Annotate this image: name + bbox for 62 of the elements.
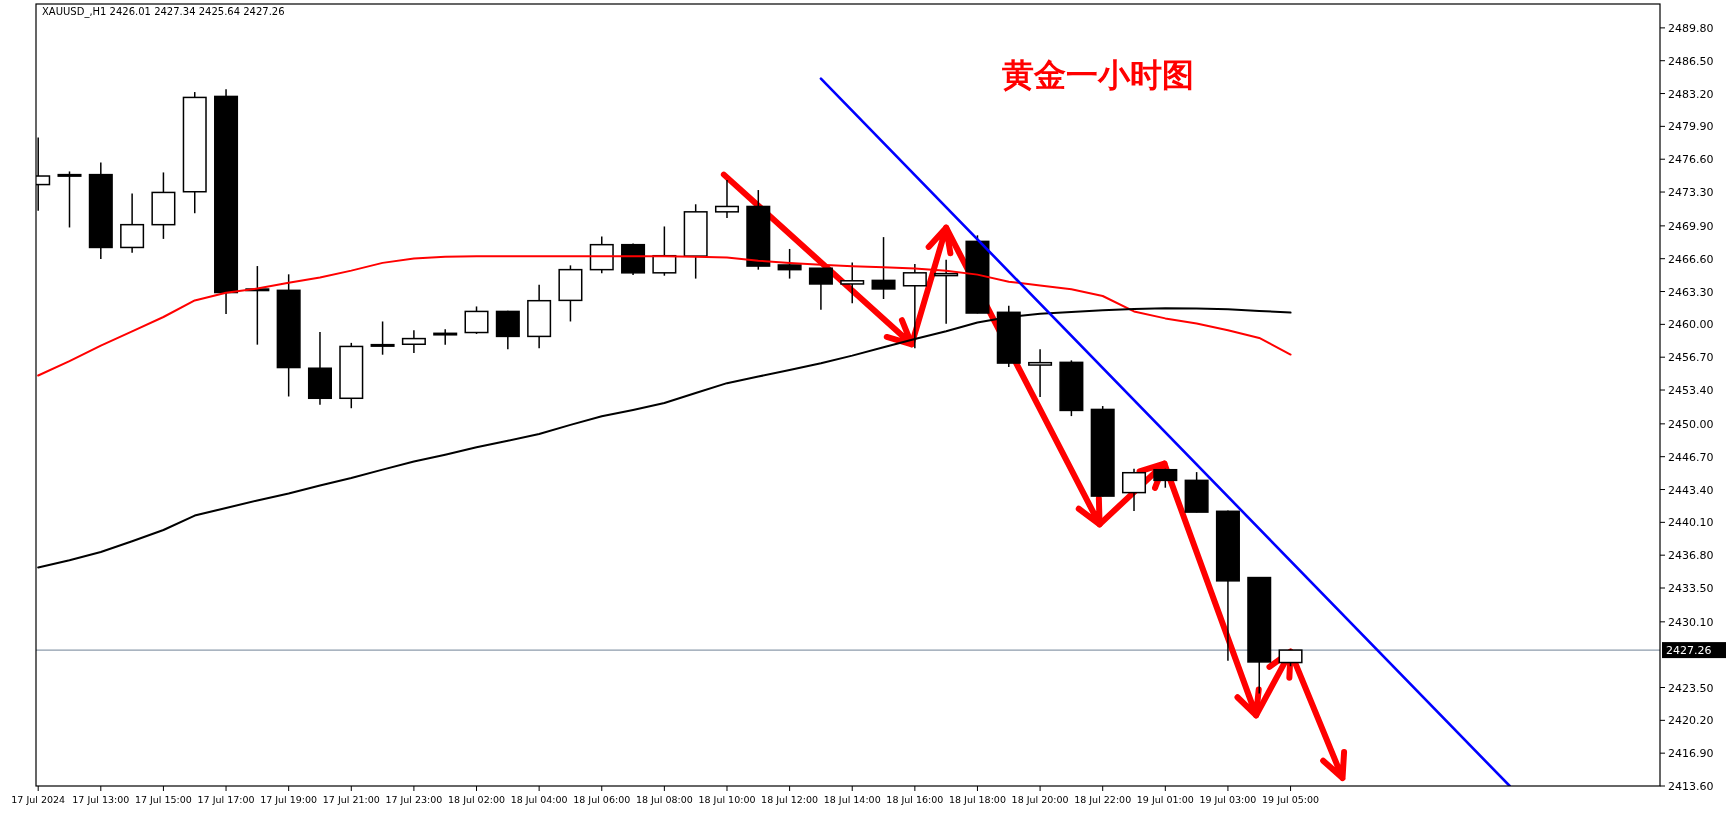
text: 黄金一小时图 bbox=[1002, 56, 1194, 94]
y-tick-label: 2420.20 bbox=[1668, 714, 1714, 728]
candlestick bbox=[370, 320, 395, 356]
x-tick-label: 18 Jul 12:00 bbox=[761, 794, 819, 805]
y-tick-label: 2463.30 bbox=[1668, 285, 1714, 299]
y-tick-label: 2413.60 bbox=[1668, 780, 1714, 793]
x-tick-label: 18 Jul 08:00 bbox=[635, 794, 693, 805]
candlestick bbox=[871, 236, 896, 300]
y-tick-label: 2416.90 bbox=[1668, 747, 1714, 761]
candlestick bbox=[1121, 467, 1147, 512]
y-tick-label: 2433.50 bbox=[1668, 582, 1714, 596]
x-tick-label: 19 Jul 01:00 bbox=[1136, 794, 1194, 805]
candlestick bbox=[1028, 348, 1053, 398]
x-tick-label: 17 Jul 15:00 bbox=[134, 794, 192, 805]
y-tick-label: 2436.80 bbox=[1668, 549, 1714, 563]
x-tick-label: 18 Jul 14:00 bbox=[823, 794, 881, 805]
x-tick-label: 19 Jul 03:00 bbox=[1199, 794, 1257, 805]
x-tick-label: 17 Jul 13:00 bbox=[72, 794, 130, 805]
x-tick-label: 19 Jul 05:00 bbox=[1262, 794, 1320, 805]
y-tick-label: 2453.40 bbox=[1668, 384, 1714, 398]
x-tick-label: 18 Jul 18:00 bbox=[948, 794, 1006, 805]
chart-subtitle: XAUUSD_,H1 2426.01 2427.34 2425.64 2427.26 bbox=[42, 6, 285, 18]
candlestick bbox=[401, 329, 426, 354]
y-tick-label: 2446.70 bbox=[1668, 450, 1714, 464]
candlestick bbox=[652, 225, 677, 277]
y-tick-label: 2486.50 bbox=[1668, 54, 1714, 68]
x-tick-label: 18 Jul 16:00 bbox=[886, 794, 944, 805]
candlestick bbox=[57, 170, 82, 229]
x-tick-label: 17 Jul 19:00 bbox=[260, 794, 318, 805]
y-tick-label: 2476.60 bbox=[1668, 153, 1714, 167]
x-tick-label: 18 Jul 22:00 bbox=[1074, 794, 1132, 805]
x-tick-label: 18 Jul 10:00 bbox=[698, 794, 756, 805]
y-tick-label: 2440.10 bbox=[1668, 516, 1714, 530]
candlestick bbox=[120, 192, 145, 254]
candlestick bbox=[433, 328, 458, 346]
candlestick bbox=[714, 179, 740, 219]
candlestick bbox=[808, 267, 833, 311]
ref-line-label: 2427.26 bbox=[1666, 644, 1712, 658]
y-tick-label: 2469.90 bbox=[1668, 219, 1714, 233]
candlestick bbox=[840, 261, 865, 305]
line-series bbox=[37, 255, 1292, 377]
x-tick-label: 17 Jul 2024 bbox=[11, 794, 66, 805]
y-tick-label: 2466.60 bbox=[1668, 252, 1714, 266]
y-tick-label: 2483.20 bbox=[1668, 87, 1714, 101]
y-tick-label: 2489.80 bbox=[1668, 21, 1714, 35]
y-tick-label: 2430.10 bbox=[1668, 615, 1714, 629]
y-tick-label: 2479.90 bbox=[1668, 120, 1714, 134]
x-tick-label: 18 Jul 06:00 bbox=[573, 794, 631, 805]
x-tick-label: 17 Jul 23:00 bbox=[385, 794, 443, 805]
y-tick-label: 2423.50 bbox=[1668, 681, 1714, 695]
y-tick-label: 2473.30 bbox=[1668, 186, 1714, 200]
y-tick-label: 2456.70 bbox=[1668, 351, 1714, 365]
x-tick-label: 18 Jul 04:00 bbox=[510, 794, 568, 805]
y-tick-label: 2450.00 bbox=[1668, 417, 1714, 431]
candlestick bbox=[777, 248, 802, 280]
candlestick bbox=[464, 305, 489, 335]
y-tick-label: 2443.40 bbox=[1668, 483, 1714, 497]
x-tick-label: 17 Jul 21:00 bbox=[322, 794, 380, 805]
x-tick-label: 17 Jul 17:00 bbox=[197, 794, 255, 805]
x-tick-label: 18 Jul 02:00 bbox=[448, 794, 505, 805]
x-tick-label: 18 Jul 20:00 bbox=[1011, 794, 1069, 805]
y-tick-label: 2460.00 bbox=[1668, 318, 1714, 332]
